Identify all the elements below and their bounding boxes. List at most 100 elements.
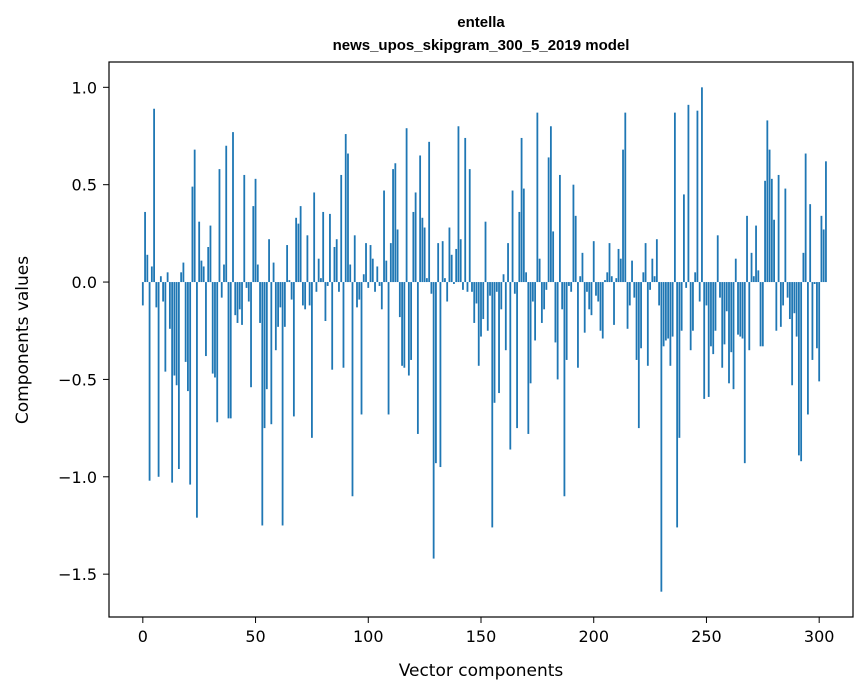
bar	[315, 282, 318, 292]
bar	[205, 282, 207, 357]
bar	[150, 266, 153, 283]
bar	[581, 252, 584, 283]
bar	[292, 282, 295, 417]
bar	[344, 134, 347, 283]
bar	[712, 282, 715, 355]
bar	[351, 282, 354, 497]
bar	[721, 282, 724, 368]
bar	[286, 245, 289, 283]
bar	[220, 282, 223, 298]
bar	[297, 223, 300, 283]
bar	[412, 211, 415, 283]
bar	[392, 169, 394, 283]
bar	[279, 282, 282, 308]
bar	[588, 282, 591, 310]
chart-title-line2: news_upos_skipgram_300_5_2019 model	[333, 37, 630, 54]
bar	[667, 282, 670, 339]
bar	[595, 282, 597, 296]
bar	[362, 274, 365, 283]
bar	[786, 282, 789, 298]
bar	[146, 254, 149, 283]
bar	[272, 262, 275, 283]
bar	[511, 190, 514, 283]
bar	[662, 282, 665, 347]
bar	[577, 282, 579, 368]
bar	[202, 266, 205, 283]
bar	[247, 282, 250, 302]
bar	[807, 282, 809, 415]
bar	[746, 215, 748, 283]
bar	[187, 282, 189, 392]
bar	[159, 276, 162, 283]
bar	[421, 217, 424, 283]
bar	[493, 282, 496, 403]
y-tick-label: −0.5	[58, 370, 97, 389]
bar	[714, 282, 717, 331]
bar	[405, 128, 408, 283]
bar	[155, 282, 158, 308]
bar	[601, 282, 604, 339]
bar	[651, 258, 654, 283]
bar	[597, 282, 600, 302]
bar	[701, 87, 703, 283]
bar	[703, 282, 706, 399]
bar	[245, 282, 248, 288]
bar	[168, 282, 171, 329]
bar	[669, 282, 672, 366]
bar	[694, 272, 697, 283]
bar	[811, 282, 814, 360]
bar	[410, 282, 413, 360]
bar	[360, 282, 363, 415]
bar	[653, 276, 656, 283]
bar	[813, 282, 816, 284]
bar	[565, 282, 568, 360]
bar	[477, 282, 480, 366]
bar	[534, 282, 537, 341]
bar	[480, 282, 482, 337]
bar	[322, 211, 325, 283]
bar	[166, 272, 169, 283]
bar	[583, 282, 586, 333]
bar	[498, 282, 500, 394]
bar	[223, 264, 225, 283]
bar	[236, 282, 239, 323]
bar	[628, 282, 631, 306]
bar	[491, 282, 494, 528]
bar	[525, 272, 527, 283]
bar	[606, 272, 609, 283]
bar	[398, 282, 401, 318]
bar	[592, 241, 595, 283]
bar	[259, 282, 261, 323]
bar	[554, 282, 557, 343]
bar	[552, 231, 555, 283]
bar	[689, 282, 692, 351]
bar	[547, 157, 550, 283]
bar	[642, 272, 645, 283]
bar	[207, 247, 210, 283]
bar	[692, 282, 694, 331]
bar	[471, 282, 473, 292]
bar	[522, 188, 525, 283]
y-axis-label: Components values	[13, 256, 33, 424]
bar	[509, 282, 512, 450]
bar	[750, 252, 753, 283]
bar	[484, 221, 487, 283]
bar	[365, 243, 367, 283]
bar	[777, 174, 780, 283]
bar	[635, 282, 638, 360]
bar	[660, 282, 663, 592]
y-axis-ticks: 1.0 0.5 0.0 −0.5 −1.0 −1.5	[58, 78, 109, 584]
bar	[441, 241, 444, 283]
bar	[759, 282, 762, 347]
bar	[507, 243, 509, 283]
bar	[425, 278, 428, 283]
bar	[568, 282, 570, 286]
bar	[335, 239, 338, 283]
bar	[180, 272, 183, 283]
bar	[414, 192, 417, 283]
bar	[277, 282, 279, 327]
chart-title-line1: entella	[457, 14, 505, 31]
bar	[358, 282, 361, 300]
bar	[175, 282, 178, 386]
bar	[716, 235, 719, 283]
